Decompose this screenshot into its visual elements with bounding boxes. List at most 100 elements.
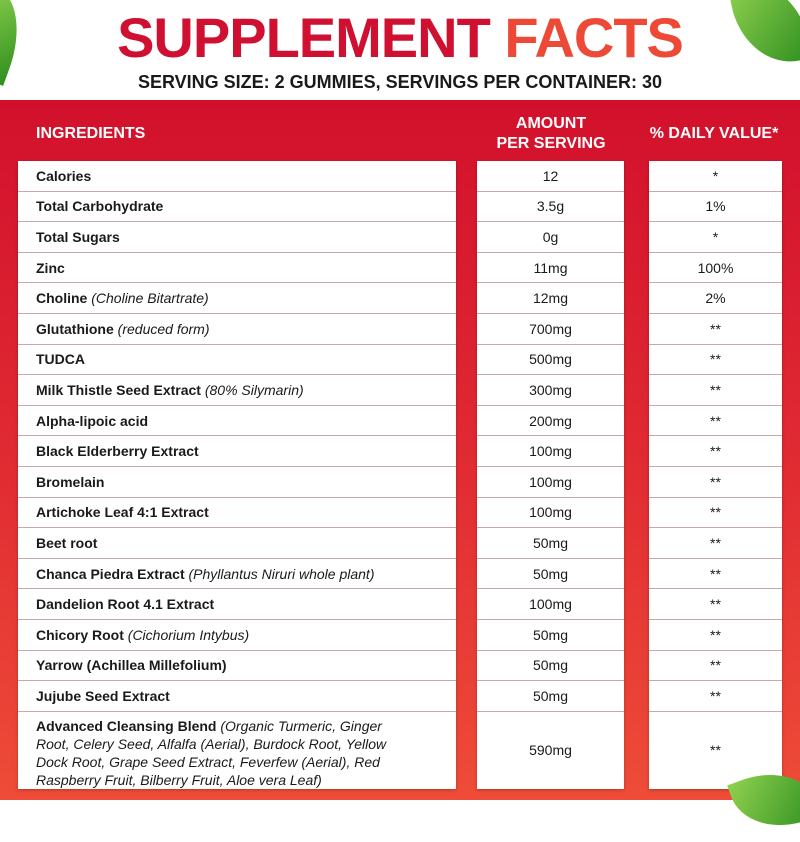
ingredient-row: Jujube Seed Extract: [18, 681, 456, 712]
daily-value-column: * 1% * 100% 2% ** ** ** ** ** ** ** ** ** ** ** ** ** **: [649, 161, 782, 789]
ingredient-text: Advanced Cleansing Blend (Organic Turmer…: [36, 712, 456, 789]
ingredient-name: Artichoke Leaf 4:1 Extract: [36, 504, 209, 521]
ingredient-row: Black Elderberry Extract: [18, 436, 456, 467]
ingredient-text: Calories: [36, 168, 91, 184]
ingredient-row: Chanca Piedra Extract (Phyllantus Niruri…: [18, 559, 456, 590]
amount-cell: 3.5g: [477, 192, 624, 223]
ingredient-row: Artichoke Leaf 4:1 Extract: [18, 498, 456, 529]
ingredient-text: Choline (Choline Bitartrate): [36, 290, 209, 306]
amount-column: 12 3.5g 0g 11mg 12mg 700mg 500mg 300mg 200mg 100m…: [477, 161, 624, 789]
daily-value-cell: **: [649, 436, 782, 467]
daily-value-cell: **: [649, 406, 782, 437]
amount-cell: 12: [477, 161, 624, 192]
ingredients-column: Calories Total Carbohydrate Total Sugars Zi…: [18, 161, 456, 789]
ingredient-name: Total Sugars: [36, 228, 120, 245]
amount-cell: 200mg: [477, 406, 624, 437]
daily-value-cell: **: [649, 528, 782, 559]
amount-cell: 50mg: [477, 620, 624, 651]
ingredient-name: Total Carbohydrate: [36, 198, 164, 215]
ingredient-text: Zinc: [36, 260, 65, 276]
ingredient-text: Artichoke Leaf 4:1 Extract: [36, 504, 209, 520]
amount-cell: 50mg: [477, 651, 624, 682]
ingredient-name: Advanced Cleansing Blend: [36, 717, 217, 734]
daily-value-cell: 2%: [649, 283, 782, 314]
amount-cell: 590mg: [529, 742, 572, 759]
ingredient-text: Alpha-lipoic acid: [36, 413, 148, 429]
ingredient-name: Yarrow (Achillea Millefolium): [36, 657, 227, 674]
ingredient-text: Bromelain: [36, 474, 104, 490]
ingredient-row: Zinc: [18, 253, 456, 284]
daily-value-cell: **: [649, 681, 782, 712]
daily-value-cell: **: [649, 467, 782, 498]
serving-info: SERVING SIZE: 2 GUMMIES, SERVINGS PER CO…: [137, 72, 663, 92]
ingredient-name: Chanca Piedra Extract: [36, 565, 185, 582]
amount-cell: 300mg: [477, 375, 624, 406]
ingredient-name: Alpha-lipoic acid: [36, 412, 149, 429]
ingredient-name: Bromelain: [36, 473, 105, 490]
amount-cell: 11mg: [477, 253, 624, 284]
ingredient-row: Beet root: [18, 528, 456, 559]
ingredient-name: Dandelion Root 4.1 Extract: [36, 596, 215, 613]
ingredient-name: Choline: [36, 290, 88, 307]
amount-cell: 0g: [477, 222, 624, 253]
ingredient-name: Milk Thistle Seed Extract: [36, 381, 201, 398]
amount-cell: 50mg: [477, 681, 624, 712]
ingredient-row: Alpha-lipoic acid: [18, 406, 456, 437]
amount-cell: 100mg: [477, 467, 624, 498]
daily-value-cell: **: [710, 742, 721, 759]
ingredient-note: (Cichorium Intybus): [127, 626, 250, 643]
ingredient-text: Yarrow (Achillea Millefolium): [36, 657, 227, 673]
amount-cell: 700mg: [477, 314, 624, 345]
daily-value-cell: *: [649, 222, 782, 253]
daily-value-cell: **: [649, 559, 782, 590]
amount-cell: 100mg: [477, 589, 624, 620]
ingredient-row: Choline (Choline Bitartrate): [18, 283, 456, 314]
ingredient-text: Dandelion Root 4.1 Extract: [36, 596, 214, 612]
amount-cell: 100mg: [477, 498, 624, 529]
daily-value-cell: **: [649, 345, 782, 376]
ingredient-note: (Organic Turmeric, Ginger Root, Celery S…: [36, 717, 387, 788]
ingredient-row: Chicory Root (Cichorium Intybus): [18, 620, 456, 651]
ingredient-row: Total Carbohydrate: [18, 192, 456, 223]
ingredient-text: Total Sugars: [36, 229, 120, 245]
ingredient-name: Chicory Root: [36, 626, 124, 643]
daily-value-cell: *: [649, 161, 782, 192]
amount-cell: 100mg: [477, 436, 624, 467]
title-part2: FACTS: [504, 6, 684, 69]
ingredient-note: (reduced form): [117, 320, 210, 337]
ingredient-text: Beet root: [36, 535, 97, 551]
ingredient-name: Beet root: [36, 534, 98, 551]
ingredient-row: Total Sugars: [18, 222, 456, 253]
amount-cell: 50mg: [477, 559, 624, 590]
ingredient-name: Calories: [36, 167, 92, 184]
header-amount-line2: PER SERVING: [496, 135, 606, 152]
amount-cell: 50mg: [477, 528, 624, 559]
ingredient-text: Total Carbohydrate: [36, 198, 163, 214]
ingredient-note: (80% Silymarin): [204, 381, 304, 398]
ingredient-note: (Phyllantus Niruri whole plant): [188, 565, 375, 582]
daily-value-cell: 100%: [649, 253, 782, 284]
header-ingredients: INGREDIENTS: [36, 125, 146, 142]
ingredient-row: Milk Thistle Seed Extract (80% Silymarin…: [18, 375, 456, 406]
ingredient-text: Chanca Piedra Extract (Phyllantus Niruri…: [36, 566, 374, 582]
ingredient-row: Advanced Cleansing Blend (Organic Turmer…: [18, 712, 456, 789]
ingredient-row: TUDCA: [18, 345, 456, 376]
ingredient-text: Jujube Seed Extract: [36, 688, 170, 704]
daily-value-cell: **: [649, 589, 782, 620]
header-daily-value: % DAILY VALUE*: [649, 125, 779, 142]
ingredient-name: TUDCA: [36, 351, 85, 368]
ingredient-text: Black Elderberry Extract: [36, 443, 199, 459]
daily-value-cell: 1%: [649, 192, 782, 223]
page-title: SUPPLEMENT FACTS: [0, 8, 800, 68]
ingredient-row: Dandelion Root 4.1 Extract: [18, 589, 456, 620]
ingredient-text: Chicory Root (Cichorium Intybus): [36, 627, 249, 643]
daily-value-cell: **: [649, 314, 782, 345]
amount-cell: 12mg: [477, 283, 624, 314]
ingredient-text: Glutathione (reduced form): [36, 321, 209, 337]
ingredient-row: Calories: [18, 161, 456, 192]
daily-value-cell: **: [649, 498, 782, 529]
ingredient-note: (Choline Bitartrate): [91, 290, 209, 307]
daily-value-cell: **: [649, 651, 782, 682]
daily-value-cell: **: [649, 620, 782, 651]
ingredient-name: Zinc: [36, 259, 65, 276]
